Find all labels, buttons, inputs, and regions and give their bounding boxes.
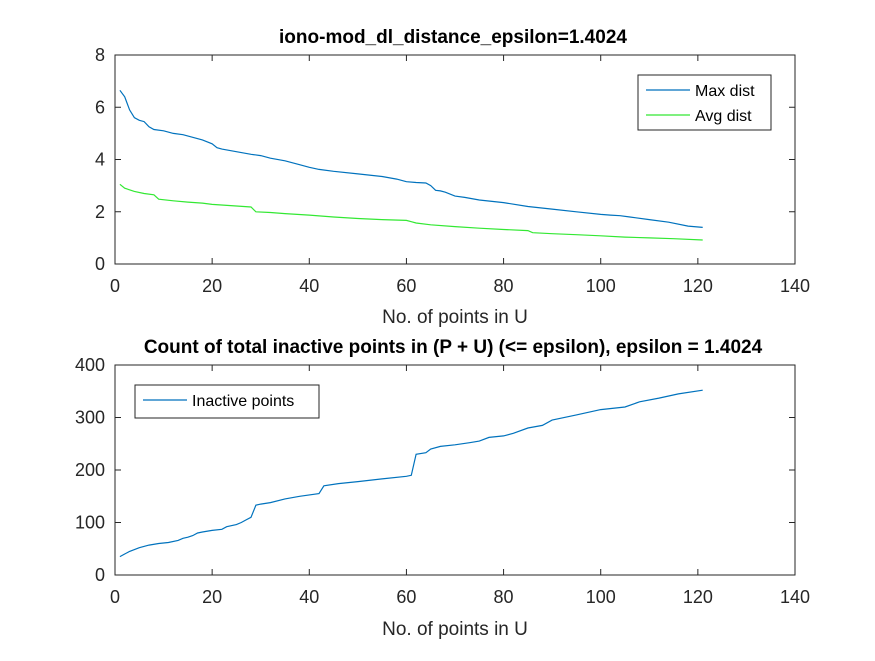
x-tick-label: 140	[780, 276, 810, 296]
x-tick-label: 120	[683, 276, 713, 296]
y-tick-label: 0	[95, 254, 105, 274]
legend-label: Inactive points	[192, 393, 294, 410]
y-tick-label: 4	[95, 150, 105, 170]
y-tick-label: 100	[75, 513, 105, 533]
x-tick-label: 0	[110, 587, 120, 607]
x-tick-label: 140	[780, 587, 810, 607]
chart-title: Count of total inactive points in (P + U…	[144, 337, 763, 358]
x-tick-label: 20	[202, 276, 222, 296]
x-tick-label: 120	[683, 587, 713, 607]
x-tick-label: 100	[586, 587, 616, 607]
x-tick-label: 60	[396, 587, 416, 607]
chart-title: iono-mod_dl_distance_epsilon=1.4024	[279, 27, 627, 48]
legend-box	[134, 384, 320, 419]
x-tick-label: 60	[396, 276, 416, 296]
x-axis-label: No. of points in U	[382, 307, 528, 328]
legend-label: Max dist	[695, 83, 755, 100]
x-axis-label: No. of points in U	[382, 619, 528, 640]
series-line-inactive-points	[119, 389, 703, 558]
x-tick-label: 100	[586, 276, 616, 296]
y-tick-label: 2	[95, 202, 105, 222]
subplot-inactive: Count of total inactive points in (P + U…	[75, 337, 810, 640]
legend: Max dist Avg dist	[637, 74, 772, 131]
series-line-max-dist	[119, 89, 703, 228]
legend-box	[637, 74, 772, 131]
x-axis-ticks: 0 20 40 60 80 100 120 140	[110, 365, 810, 607]
x-axis-ticks: 0 20 40 60 80 100 120 140	[110, 55, 810, 296]
x-tick-label: 80	[494, 276, 514, 296]
y-tick-label: 0	[95, 565, 105, 585]
y-tick-label: 300	[75, 408, 105, 428]
series-lines	[119, 389, 703, 558]
series-lines	[119, 89, 703, 241]
x-tick-label: 80	[494, 587, 514, 607]
x-tick-label: 0	[110, 276, 120, 296]
legend: Inactive points	[134, 384, 320, 419]
y-axis-ticks: 0 100 200 300 400	[75, 355, 795, 585]
subplot-distance: iono-mod_dl_distance_epsilon=1.4024 0 20 4…	[95, 27, 810, 328]
x-tick-label: 40	[299, 587, 319, 607]
series-line-avg-dist	[119, 183, 703, 241]
y-axis-ticks: 0 2 4 6 8	[95, 45, 795, 274]
x-tick-label: 20	[202, 587, 222, 607]
y-tick-label: 6	[95, 97, 105, 117]
y-tick-label: 8	[95, 45, 105, 65]
y-tick-label: 400	[75, 355, 105, 375]
y-tick-label: 200	[75, 460, 105, 480]
x-tick-label: 40	[299, 276, 319, 296]
legend-label: Avg dist	[695, 108, 752, 125]
